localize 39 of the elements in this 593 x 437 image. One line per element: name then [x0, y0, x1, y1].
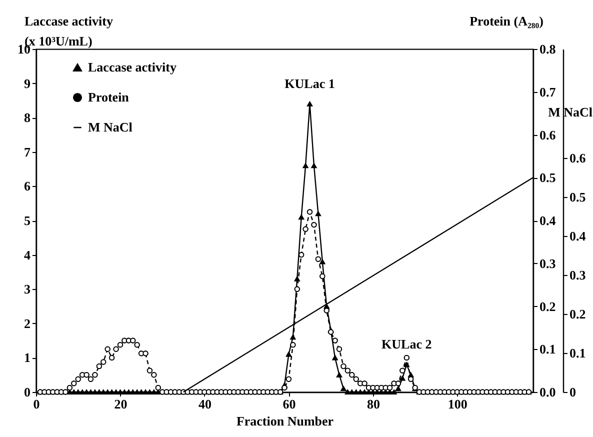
y2-tick-label: 0.7 [540, 84, 556, 100]
x-axis-title: Fraction Number [236, 414, 334, 428]
y2-tick-label: 0.8 [540, 42, 556, 56]
annotation: KULac 1 [284, 76, 335, 91]
y3-tick-label: 0.2 [570, 306, 586, 322]
y2-tick-label: 0.0 [540, 384, 556, 400]
y3-tick-label: 0.6 [570, 150, 586, 166]
y2-tick-label: 0.2 [540, 298, 556, 314]
y-tick-label: 6 [24, 178, 31, 194]
y3-tick-label: 0.4 [570, 228, 586, 244]
x-tick-label: 40 [198, 396, 212, 412]
y3-tick-label: 0.5 [570, 190, 586, 205]
y-tick-label: 1 [24, 350, 30, 366]
y3-tick-label: 0.1 [570, 346, 586, 361]
y3-tick-label: 0 [570, 384, 576, 400]
x-tick-label: 60 [282, 396, 296, 412]
annotation: KULac 2 [382, 336, 432, 352]
y2-tick-label: 0.1 [540, 342, 556, 357]
y-tick-label: 7 [24, 144, 31, 160]
y3-axis-title: M NaCl [548, 104, 593, 120]
legend-label: M NaCl [88, 120, 133, 134]
legend-label: Laccase activity [88, 60, 177, 74]
legend-label: Protein [88, 90, 130, 104]
y2-tick-label: 0.5 [540, 170, 556, 186]
y2-tick-label: 0.6 [540, 127, 556, 142]
y-tick-label: 9 [24, 76, 31, 91]
y-tick-label: 3 [24, 282, 31, 297]
x-tick-label: 100 [448, 396, 468, 412]
y3-tick-label: 0.3 [570, 268, 586, 283]
y2-axis-title: Protein (A₂₈₀) [470, 14, 544, 28]
y-tick-label: 8 [24, 110, 31, 126]
y2-tick-label: 0.3 [540, 256, 556, 271]
x-tick-label: 80 [366, 396, 380, 412]
y2-tick-label: 0.4 [540, 213, 556, 228]
y-tick-label: 2 [24, 316, 30, 331]
y-tick-label: 5 [24, 213, 31, 228]
x-tick-label: 20 [114, 396, 128, 412]
y-tick-label: 0 [24, 384, 30, 400]
y-tick-label: 4 [24, 247, 31, 262]
